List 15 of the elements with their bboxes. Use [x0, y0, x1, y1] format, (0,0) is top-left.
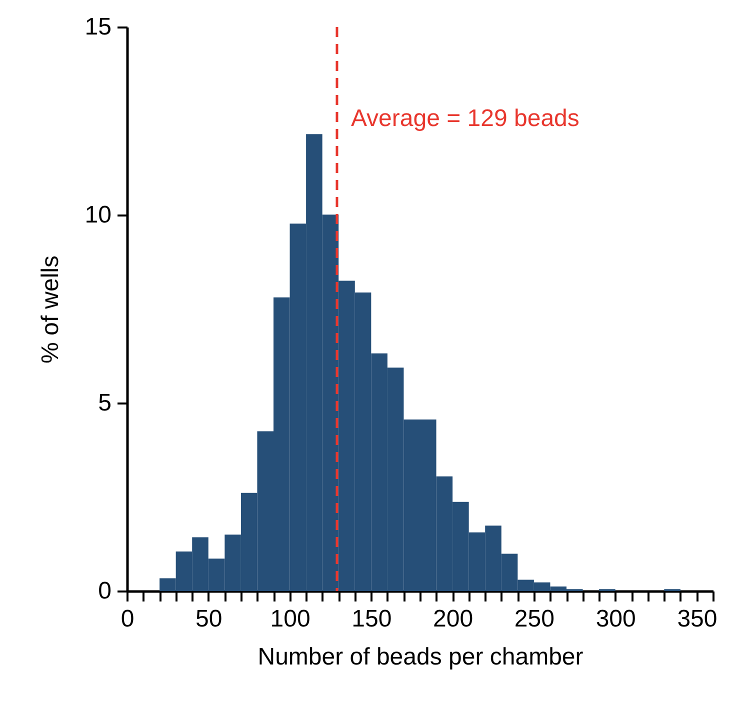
y-tick-label: 0	[98, 578, 112, 604]
x-tick-label: 250	[514, 606, 554, 632]
x-tick-label: 150	[352, 606, 392, 632]
y-tick-label: 5	[98, 390, 112, 416]
y-tick-label: 15	[84, 14, 112, 40]
x-tick-label: 100	[270, 606, 310, 632]
y-tick-label: 10	[84, 202, 112, 228]
x-tick-label: 0	[120, 606, 134, 632]
y-axis-title: % of wells	[36, 255, 64, 364]
x-tick-label: 350	[677, 606, 718, 632]
x-tick-label: 50	[196, 606, 222, 632]
x-tick-label: 200	[433, 606, 474, 632]
x-axis-title: Number of beads per chamber	[258, 644, 584, 670]
x-tick-label: 300	[596, 606, 636, 632]
ref-line-label: Average = 129 beads	[350, 105, 580, 132]
